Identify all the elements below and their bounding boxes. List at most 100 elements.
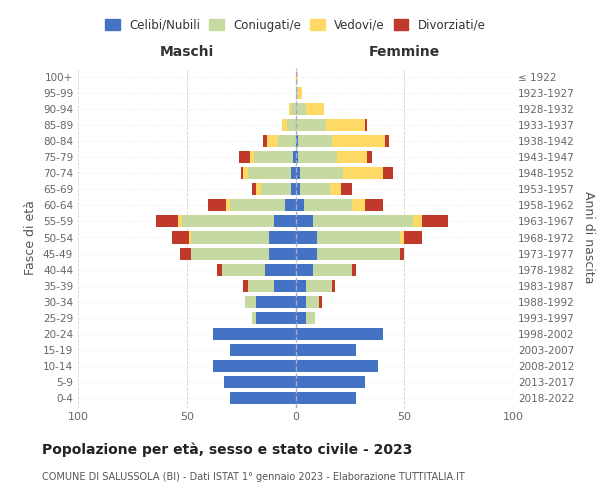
Bar bbox=[283, 119, 287, 131]
Bar bbox=[230, 392, 296, 404]
Bar bbox=[313, 264, 352, 276]
Bar bbox=[307, 280, 332, 291]
Bar bbox=[422, 216, 448, 228]
Bar bbox=[298, 136, 332, 147]
Bar bbox=[256, 312, 296, 324]
Bar bbox=[385, 136, 389, 147]
Bar bbox=[296, 392, 356, 404]
Bar bbox=[352, 264, 356, 276]
Bar bbox=[298, 87, 302, 99]
Bar bbox=[367, 152, 371, 164]
Bar bbox=[230, 200, 284, 211]
Bar bbox=[269, 232, 296, 243]
Bar bbox=[213, 328, 296, 340]
Bar bbox=[239, 152, 250, 164]
Bar bbox=[317, 248, 400, 260]
Bar bbox=[189, 232, 191, 243]
Bar bbox=[296, 344, 356, 356]
Bar bbox=[326, 119, 365, 131]
Bar bbox=[278, 136, 296, 147]
Bar bbox=[413, 216, 422, 228]
Bar bbox=[180, 248, 191, 260]
Bar bbox=[224, 376, 296, 388]
Bar bbox=[383, 168, 394, 179]
Bar bbox=[296, 216, 313, 228]
Bar bbox=[296, 296, 307, 308]
Bar bbox=[296, 280, 307, 291]
Bar bbox=[248, 280, 274, 291]
Bar bbox=[267, 136, 278, 147]
Bar bbox=[256, 184, 260, 196]
Bar bbox=[298, 152, 337, 164]
Bar bbox=[296, 71, 298, 83]
Bar bbox=[293, 152, 296, 164]
Bar bbox=[400, 248, 404, 260]
Bar bbox=[182, 216, 274, 228]
Bar bbox=[296, 184, 300, 196]
Bar bbox=[287, 119, 296, 131]
Y-axis label: Anni di nascita: Anni di nascita bbox=[581, 191, 595, 284]
Bar bbox=[307, 296, 319, 308]
Bar bbox=[331, 184, 341, 196]
Bar bbox=[343, 168, 383, 179]
Legend: Celibi/Nubili, Coniugati/e, Vedovi/e, Divorziati/e: Celibi/Nubili, Coniugati/e, Vedovi/e, Di… bbox=[101, 14, 490, 36]
Bar bbox=[226, 200, 230, 211]
Bar bbox=[191, 232, 269, 243]
Bar bbox=[289, 103, 291, 115]
Bar bbox=[217, 264, 221, 276]
Bar bbox=[291, 168, 296, 179]
Bar bbox=[244, 280, 248, 291]
Bar bbox=[248, 168, 291, 179]
Bar bbox=[296, 103, 307, 115]
Bar bbox=[269, 248, 296, 260]
Bar bbox=[296, 248, 317, 260]
Bar bbox=[341, 184, 352, 196]
Y-axis label: Fasce di età: Fasce di età bbox=[25, 200, 37, 275]
Text: Femmine: Femmine bbox=[368, 44, 440, 59]
Bar bbox=[296, 328, 383, 340]
Bar bbox=[296, 136, 298, 147]
Bar bbox=[263, 136, 267, 147]
Bar bbox=[400, 232, 404, 243]
Bar bbox=[250, 152, 254, 164]
Bar bbox=[252, 312, 256, 324]
Bar bbox=[296, 232, 317, 243]
Bar bbox=[274, 280, 296, 291]
Bar bbox=[296, 376, 365, 388]
Bar bbox=[332, 280, 335, 291]
Bar bbox=[296, 264, 313, 276]
Bar bbox=[352, 200, 365, 211]
Bar bbox=[230, 344, 296, 356]
Bar bbox=[274, 216, 296, 228]
Bar bbox=[332, 136, 385, 147]
Bar bbox=[291, 103, 296, 115]
Bar bbox=[265, 264, 296, 276]
Bar bbox=[291, 184, 296, 196]
Bar bbox=[317, 232, 400, 243]
Bar bbox=[404, 232, 422, 243]
Text: COMUNE DI SALUSSOLA (BI) - Dati ISTAT 1° gennaio 2023 - Elaborazione TUTTITALIA.: COMUNE DI SALUSSOLA (BI) - Dati ISTAT 1°… bbox=[42, 472, 465, 482]
Bar bbox=[252, 184, 256, 196]
Bar bbox=[307, 312, 315, 324]
Bar bbox=[254, 152, 293, 164]
Bar bbox=[296, 168, 300, 179]
Bar bbox=[296, 312, 307, 324]
Bar bbox=[296, 200, 304, 211]
Bar bbox=[365, 200, 383, 211]
Bar bbox=[307, 103, 324, 115]
Bar bbox=[209, 200, 226, 211]
Bar bbox=[365, 119, 367, 131]
Bar bbox=[178, 216, 182, 228]
Bar bbox=[337, 152, 367, 164]
Bar bbox=[304, 200, 352, 211]
Bar bbox=[244, 168, 248, 179]
Bar bbox=[300, 184, 331, 196]
Text: Popolazione per età, sesso e stato civile - 2023: Popolazione per età, sesso e stato civil… bbox=[42, 442, 412, 457]
Bar bbox=[284, 200, 296, 211]
Bar bbox=[221, 264, 265, 276]
Bar bbox=[256, 296, 296, 308]
Bar bbox=[260, 184, 291, 196]
Bar bbox=[300, 168, 343, 179]
Bar bbox=[241, 168, 244, 179]
Bar bbox=[156, 216, 178, 228]
